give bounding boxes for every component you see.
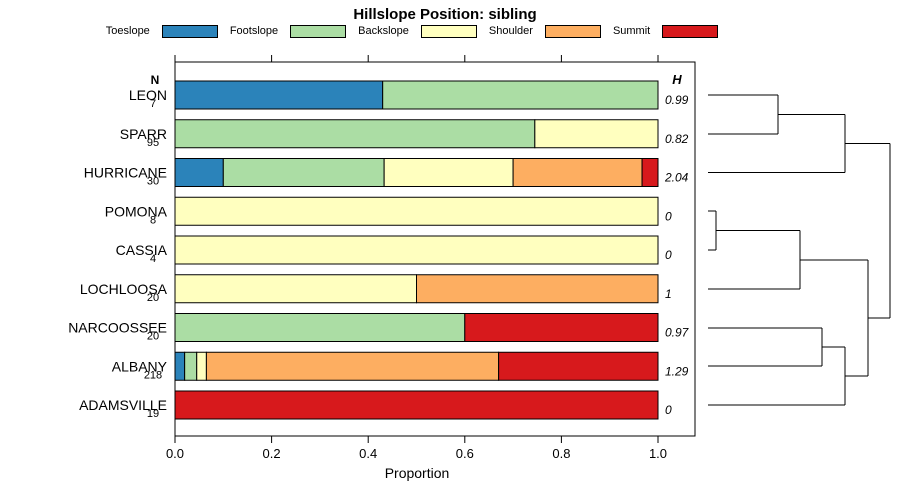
legend-item-footslope: Footslope	[229, 24, 347, 38]
bar-segment-lochloosa-backslope	[174, 274, 417, 304]
legend: Toeslope Footslope Backslope Shoulder Summit	[0, 23, 824, 39]
legend-item-backslope: Backslope	[358, 24, 477, 38]
h-value-adamsville: 0	[665, 403, 672, 417]
bar-segment-leon-toeslope	[174, 80, 384, 110]
row-label-cassia: CASSIA	[116, 242, 168, 258]
n-value-adamsville: 19	[147, 408, 159, 420]
legend-label: Footslope	[229, 25, 279, 37]
x-tick-label: 0.2	[263, 446, 281, 461]
x-axis-label: Proportion	[385, 465, 450, 481]
h-value-pomona: 0	[665, 209, 672, 223]
row-label-leon: LEON	[129, 87, 167, 103]
n-value-hurricane: 30	[147, 176, 159, 188]
row-label-hurricane: HURRICANE	[84, 165, 167, 181]
dendrogram	[708, 94, 891, 406]
x-tick-label: 0.6	[456, 446, 474, 461]
row-label-narcoossee: NARCOOSSEE	[68, 320, 167, 336]
bar-segment-adamsville-summit	[174, 390, 659, 420]
legend-item-toeslope: Toeslope	[105, 24, 218, 38]
bar-segment-albany-footslope	[184, 351, 198, 381]
n-value-cassia: 4	[150, 253, 156, 265]
n-value-pomona: 8	[150, 214, 156, 226]
h-value-albany: 1.29	[665, 364, 689, 378]
legend-label: Backslope	[358, 25, 409, 37]
legend-item-shoulder: Shoulder	[488, 24, 601, 38]
legend-swatch-summit	[662, 24, 719, 38]
n-column-header: N	[151, 73, 160, 87]
bar-segment-hurricane-summit	[641, 158, 659, 187]
h-value-cassia: 0	[665, 248, 672, 262]
legend-label: Shoulder	[488, 25, 533, 37]
n-value-albany: 218	[144, 369, 162, 381]
h-value-hurricane: 2.04	[664, 171, 689, 185]
bar-segment-lochloosa-shoulder	[416, 274, 659, 304]
legend-label: Summit	[612, 25, 651, 37]
h-column-header: H	[672, 72, 682, 87]
n-value-sparr: 95	[147, 137, 159, 149]
x-tick-label: 1.0	[649, 446, 667, 461]
h-value-lochloosa: 1	[665, 287, 672, 301]
bar-segment-albany-toeslope	[174, 351, 186, 381]
x-tick-label: 0.4	[359, 446, 377, 461]
bar-segment-hurricane-footslope	[222, 158, 385, 187]
bar-segment-cassia-backslope	[174, 235, 659, 265]
chart-title: Hillslope Position: sibling	[353, 6, 537, 23]
legend-label: Toeslope	[105, 25, 150, 37]
bar-segment-pomona-backslope	[174, 196, 659, 226]
legend-swatch-footslope	[290, 24, 347, 38]
h-value-narcoossee: 0.97	[665, 326, 690, 340]
row-label-pomona: POMONA	[105, 203, 168, 219]
row-label-lochloosa: LOCHLOOSA	[80, 281, 168, 297]
legend-swatch-shoulder	[544, 24, 601, 38]
bar-segment-albany-summit	[498, 351, 659, 381]
bar-segment-hurricane-shoulder	[512, 158, 643, 187]
x-tick-label: 0.8	[552, 446, 570, 461]
bar-segment-albany-backslope	[196, 351, 207, 381]
bar-segment-hurricane-backslope	[383, 158, 514, 187]
bars-group	[174, 80, 659, 420]
bar-segment-sparr-footslope	[174, 119, 536, 149]
h-value-leon: 0.99	[665, 93, 689, 107]
bar-segment-sparr-backslope	[534, 119, 659, 149]
bar-segment-narcoossee-footslope	[174, 313, 466, 342]
bar-segment-narcoossee-summit	[464, 313, 659, 342]
n-value-leon: 7	[150, 98, 156, 110]
row-label-sparr: SPARR	[120, 126, 167, 142]
n-value-lochloosa: 20	[147, 292, 159, 304]
row-label-albany: ALBANY	[112, 358, 168, 374]
legend-swatch-toeslope	[161, 24, 218, 38]
legend-swatch-backslope	[420, 24, 477, 38]
n-value-narcoossee: 20	[147, 331, 159, 343]
bar-segment-hurricane-toeslope	[174, 158, 224, 187]
row-label-adamsville: ADAMSVILLE	[79, 397, 167, 413]
bar-segment-albany-shoulder	[205, 351, 500, 381]
h-value-sparr: 0.82	[665, 132, 689, 146]
bar-segment-leon-footslope	[382, 80, 659, 110]
x-tick-label: 0.0	[166, 446, 184, 461]
legend-item-summit: Summit	[612, 24, 719, 38]
